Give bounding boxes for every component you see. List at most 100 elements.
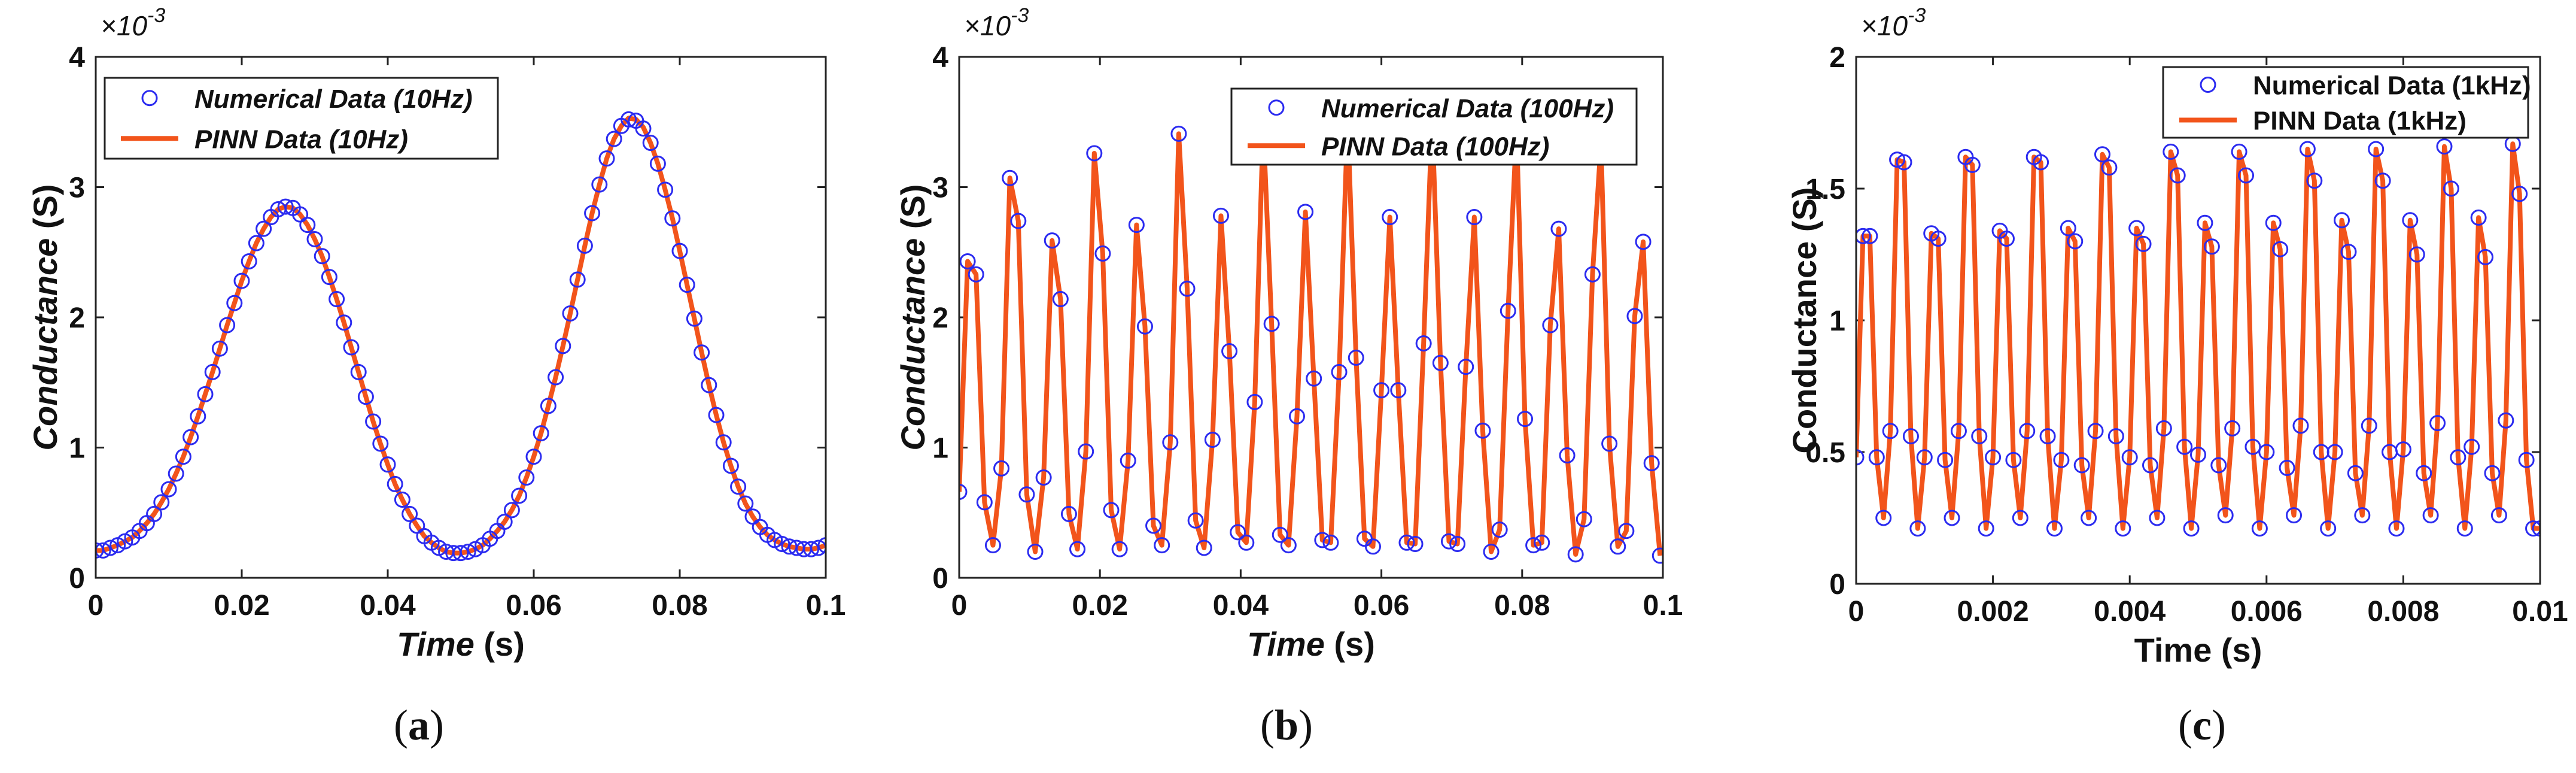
data-point [649, 155, 666, 172]
legend-entry-label: Numerical Data (10Hz) [194, 84, 473, 114]
data-point [1322, 534, 1339, 551]
data-point [2245, 438, 2261, 455]
legend-marker-icon [2200, 77, 2216, 93]
y-scale-base: ×10 [1861, 10, 1908, 41]
data-point [1930, 231, 1947, 247]
y-axis-label-text: Conductance [894, 238, 932, 451]
y-axis-label: Conductance (S) [1786, 187, 1823, 454]
data-point [1971, 428, 1988, 445]
data-point [1060, 505, 1077, 522]
y-tick-label: 2 [1829, 42, 1845, 74]
panel-caption-letter: b [1275, 701, 1298, 749]
data-point [686, 310, 702, 327]
legend-entry-label: PINN Data (100Hz) [1321, 132, 1549, 161]
data-point [1491, 522, 1508, 538]
y-tick-label: 2 [932, 302, 948, 334]
panel-caption: (c) [2178, 701, 2226, 749]
data-point [2128, 220, 2145, 237]
panel-a: 0 0.02 0.04 0.06 0.08 0.1 0 1 2 3 4 ×10-3 Time (s) Co… [26, 4, 846, 749]
data-point [1230, 524, 1246, 541]
data-point [671, 242, 688, 259]
legend-box [2162, 66, 2529, 139]
data-point [1889, 151, 1906, 168]
series-line [959, 116, 1663, 557]
data-point [1297, 204, 1314, 220]
data-point [1196, 539, 1212, 556]
data-point [2477, 248, 2494, 265]
data-point [1044, 232, 1060, 249]
x-tick-label: 0.08 [652, 590, 707, 622]
data-point [2395, 441, 2411, 458]
data-point [2053, 451, 2070, 468]
data-point [1052, 291, 1069, 308]
data-point [2012, 510, 2028, 526]
data-point [1415, 335, 1432, 351]
data-point [372, 435, 389, 452]
data-point [562, 305, 579, 322]
x-tick-label: 0.06 [506, 590, 561, 622]
data-point [2081, 510, 2097, 526]
data-point [2258, 444, 2275, 460]
data-point [1978, 520, 1994, 537]
data-point [1364, 538, 1381, 555]
data-point [2121, 449, 2138, 466]
data-point [2135, 235, 2152, 252]
data-point [1542, 317, 1559, 334]
data-point [548, 369, 564, 386]
data-point [1567, 546, 1584, 563]
data-point [1212, 207, 1229, 224]
panel-caption-letter: a [408, 701, 430, 749]
x-axis-label-unit: (s) [483, 625, 524, 663]
x-tick-label: 0 [951, 590, 968, 622]
data-point [1111, 541, 1128, 557]
data-point [211, 340, 228, 357]
x-axis-label: Time (s) [2134, 631, 2262, 669]
plot-series [96, 111, 826, 562]
x-axis-label-unit: (s) [1334, 625, 1374, 663]
data-point [2203, 238, 2220, 255]
data-point [2402, 212, 2419, 229]
data-point [1902, 428, 1919, 445]
y-scale-multiplier: ×10-3 [964, 4, 1029, 41]
x-tick-label: 0.04 [360, 590, 416, 622]
legend-marker-icon [141, 90, 158, 107]
data-point [1474, 422, 1491, 439]
data-point [2340, 244, 2357, 260]
data-point [387, 475, 403, 492]
data-point [1154, 537, 1170, 554]
y-axis-label-unit: (S) [894, 184, 932, 229]
data-point [708, 407, 725, 423]
axes-box [95, 56, 827, 579]
data-point [2518, 451, 2535, 468]
data-point [2279, 459, 2295, 476]
x-tick-label: 0.02 [214, 590, 269, 622]
x-axis-label: Time (s) [397, 625, 525, 663]
data-point [1272, 526, 1288, 543]
legend-entry-label: PINN Data (1kHz) [2253, 107, 2466, 136]
panel-c: 0 0.002 0.004 0.006 0.008 0.01 0 0.5 1 1.5 2 ×10-3 T… [1786, 4, 2568, 749]
data-point [1950, 423, 1967, 439]
data-point [555, 338, 571, 354]
y-scale-exponent: -3 [1011, 4, 1029, 27]
data-point [1128, 217, 1145, 234]
data-point [321, 269, 337, 286]
data-point [277, 198, 294, 215]
data-point [2217, 507, 2234, 524]
data-point [1398, 534, 1415, 551]
y-axis-label-unit: (S) [1786, 187, 1823, 232]
data-point [2436, 138, 2453, 155]
data-point [379, 456, 396, 473]
data-point [642, 135, 659, 151]
data-point [1373, 382, 1390, 399]
data-point [503, 502, 520, 519]
data-point [2265, 214, 2282, 231]
data-point [2087, 423, 2104, 439]
data-point [1221, 343, 1238, 360]
y-axis-label-text: Conductance [26, 238, 64, 451]
data-point [2210, 457, 2227, 474]
data-point [803, 541, 820, 557]
data-point [1618, 523, 1635, 539]
y-tick-label: 3 [932, 172, 948, 204]
data-point [576, 237, 593, 254]
data-point [2368, 141, 2385, 157]
